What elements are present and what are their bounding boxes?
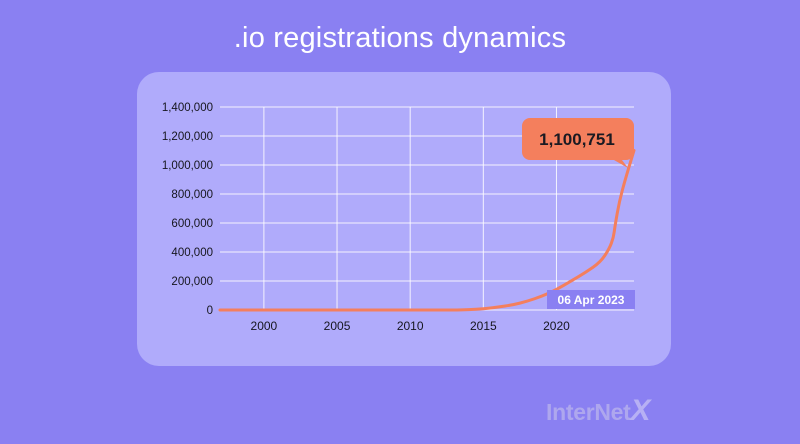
- y-axis-ticks: 0 200,000 400,000 600,000 800,000 1,000,000 1,…: [162, 102, 213, 317]
- x-tick-label: 2020: [543, 319, 570, 333]
- y-tick-label: 1,000,000: [162, 160, 213, 172]
- series-line: [218, 148, 636, 312]
- y-tick-label: 600,000: [171, 218, 213, 230]
- x-axis-ticks: 2000 2005 2010 2015 2020: [251, 319, 571, 333]
- chart-title: .io registrations dynamics: [233, 22, 567, 54]
- x-tick-label: 2010: [397, 319, 424, 333]
- internetx-logo: InterNetX: [546, 394, 651, 427]
- series-group: [218, 148, 636, 312]
- y-tick-label: 800,000: [171, 189, 213, 201]
- date-badge: [547, 290, 635, 309]
- date-badge-label: 06 Apr 2023: [558, 293, 625, 307]
- y-tick-label: 1,200,000: [162, 131, 213, 143]
- value-callout: [522, 118, 634, 168]
- annotations: 06 Apr 2023 1,100,751: [522, 118, 635, 309]
- value-callout-label: 1,100,751: [539, 130, 615, 149]
- x-tick-label: 2015: [470, 319, 497, 333]
- y-tick-label: 200,000: [171, 276, 213, 288]
- x-tick-label: 2005: [324, 319, 351, 333]
- x-tick-label: 2000: [251, 319, 278, 333]
- y-tick-label: 0: [207, 305, 213, 317]
- y-tick-label: 1,400,000: [162, 102, 213, 114]
- y-tick-label: 400,000: [171, 247, 213, 259]
